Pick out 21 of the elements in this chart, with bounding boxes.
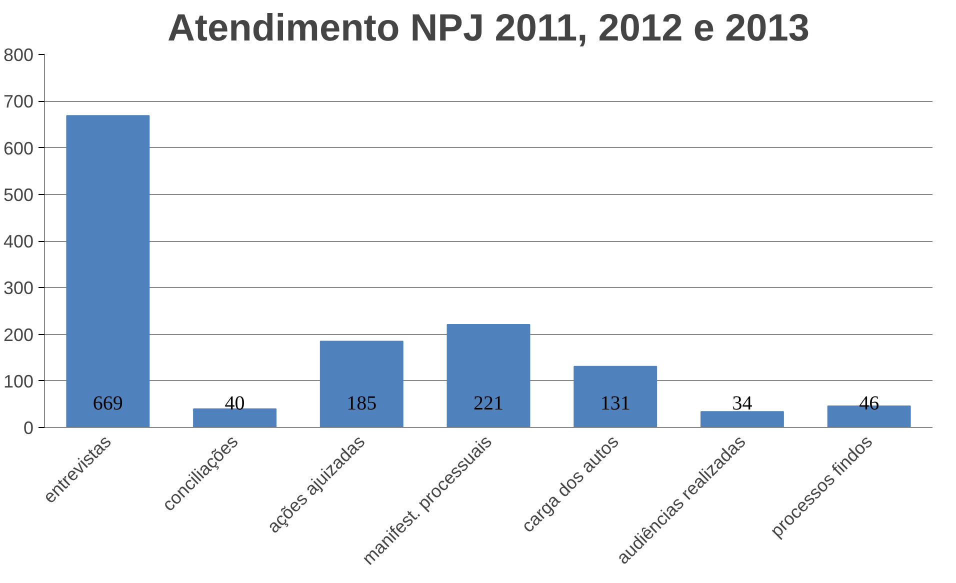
bar <box>446 324 530 428</box>
bar <box>193 408 277 428</box>
y-tick-label: 100 <box>3 371 34 392</box>
data-label: 221 <box>474 392 504 414</box>
data-label: 34 <box>732 392 752 414</box>
y-tick-label: 300 <box>3 278 34 298</box>
chart-title: Atendimento NPJ 2011, 2012 e 2013 <box>167 8 810 50</box>
y-tick-label: 700 <box>3 92 34 112</box>
y-tick-label: 500 <box>3 184 34 205</box>
y-tick-label: 400 <box>3 232 34 252</box>
y-tick-label: 0 <box>23 418 34 438</box>
bar <box>66 115 150 428</box>
y-tick-label: 200 <box>3 324 34 345</box>
data-label: 669 <box>92 392 123 414</box>
data-label: 185 <box>346 392 377 414</box>
y-tick-label: 800 <box>3 45 34 65</box>
bar <box>320 340 404 428</box>
bar <box>574 366 658 428</box>
data-label: 131 <box>600 392 630 414</box>
y-tick-label: 600 <box>3 138 34 158</box>
bar <box>700 411 784 428</box>
